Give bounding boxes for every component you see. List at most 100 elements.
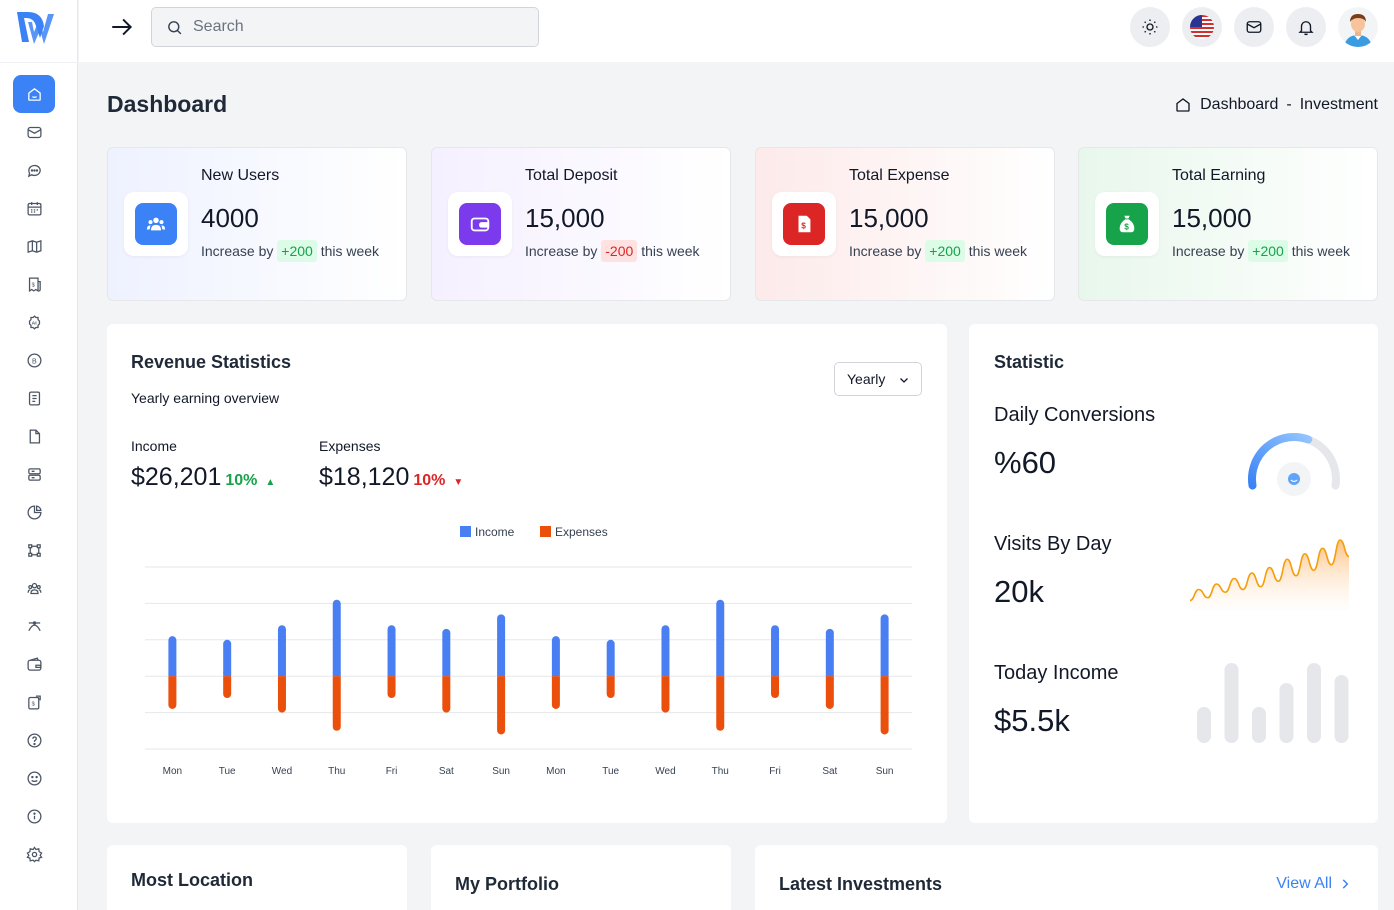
caret-up-icon: ▲ (265, 477, 276, 488)
sidebar-item-smile[interactable] (0, 759, 78, 797)
sidebar-item-calendar[interactable] (0, 189, 78, 227)
smile-mouth (1290, 479, 1298, 483)
legend-swatch (540, 526, 551, 537)
svg-text:AI: AI (31, 320, 37, 326)
search-input[interactable] (193, 18, 513, 36)
revenue-subtitle: Yearly earning overview (131, 390, 280, 406)
bar-expenses (661, 676, 670, 713)
home-icon (1176, 98, 1190, 112)
sidebar: $ AI B $ (0, 0, 78, 910)
sidebar-item-map[interactable] (0, 227, 78, 265)
sidebar-item-file[interactable] (0, 417, 78, 455)
smile-icon (1288, 473, 1300, 485)
sidebar-item-invoice[interactable]: $ (0, 265, 78, 303)
invoice-icon: $ (783, 203, 825, 245)
x-tick-label: Mon (546, 766, 565, 777)
income-percent: 10% (225, 472, 258, 489)
sidebar-item-bezier[interactable] (0, 607, 78, 645)
x-tick-label: Tue (219, 766, 236, 777)
search-icon (168, 20, 182, 34)
sidebar-toggle-button[interactable] (107, 12, 137, 42)
stat-title: Total Earning (1172, 167, 1266, 184)
bar-base (387, 676, 396, 681)
bar-base (387, 672, 396, 677)
messages-button[interactable] (1234, 7, 1274, 47)
breadcrumb-item-investment: Investment (1299, 96, 1378, 113)
bar-expenses (880, 676, 889, 735)
stat-card-total-earning: $ Total Earning 15,000 Increase by +200 … (1078, 147, 1378, 301)
stat-icon-box (124, 192, 188, 256)
latest-investments-card: Latest Investments View All (755, 845, 1378, 910)
users-icon (135, 203, 177, 245)
bar-base (716, 676, 725, 681)
brand-logo[interactable] (14, 8, 56, 48)
bar-income (825, 628, 834, 677)
sidebar-item-exchange[interactable]: $ (0, 683, 78, 721)
bar-base (332, 676, 341, 681)
income-kpi: Income $26,201 10% ▲ (131, 438, 275, 492)
legend-label: Income (475, 525, 515, 539)
sidebar-item-notes[interactable] (0, 379, 78, 417)
stat-icon-box: $ (1095, 192, 1159, 256)
x-tick-label: Fri (386, 766, 398, 777)
period-select[interactable]: Yearly (834, 362, 922, 396)
x-tick-label: Thu (328, 766, 345, 777)
sidebar-item-server[interactable] (0, 455, 78, 493)
bar-income (880, 614, 889, 677)
notifications-button[interactable] (1286, 7, 1326, 47)
chart-legend: Income Expenses (460, 525, 608, 539)
sidebar-item-users[interactable] (0, 569, 78, 607)
sidebar-item-help[interactable] (0, 721, 78, 759)
bar-income (551, 636, 560, 677)
arrow-right-icon (112, 18, 133, 36)
bar-base (223, 676, 232, 681)
server-icon (13, 455, 55, 493)
breadcrumb-item-dashboard[interactable]: Dashboard (1200, 96, 1279, 113)
x-tick-label: Sat (822, 766, 837, 777)
caret-down-icon: ▼ (453, 477, 464, 488)
sidebar-item-pie-chart[interactable] (0, 493, 78, 531)
bar-expenses (497, 676, 506, 735)
view-all-link[interactable]: View All (1276, 875, 1352, 893)
topbar (79, 0, 1394, 62)
sidebar-item-crop[interactable] (0, 531, 78, 569)
sidebar-item-crypto[interactable]: B (0, 341, 78, 379)
stat-change-badge: +200 (1248, 240, 1288, 262)
bar-income (442, 628, 451, 677)
bar-base (771, 676, 780, 681)
daily-conversions-label: Daily Conversions (994, 404, 1156, 426)
bar-base (825, 676, 834, 681)
user-avatar[interactable] (1338, 7, 1378, 47)
bar-income (771, 625, 780, 677)
svg-text:$: $ (1124, 223, 1129, 232)
expenses-value: $18,120 (319, 463, 410, 491)
conversion-gauge (1248, 433, 1340, 496)
bar-expenses (606, 676, 615, 699)
daily-conversions-value: %60 (994, 445, 1057, 480)
x-tick-label: Mon (163, 766, 182, 777)
latest-investments-title: Latest Investments (779, 874, 943, 894)
gauge-fill (1248, 433, 1313, 490)
bar-income (716, 599, 725, 677)
sidebar-item-mail[interactable] (0, 113, 78, 151)
sidebar-item-info[interactable] (0, 797, 78, 835)
sidebar-divider (0, 62, 78, 63)
stat-value: 15,000 (849, 203, 929, 233)
bar-base (168, 676, 177, 681)
bar-income (277, 625, 286, 677)
revenue-bar-chart: Income Expenses Mon Tue Wed Thu Fri Sat Sun Mon Tu… (145, 525, 912, 777)
stat-icon-box: $ (772, 192, 836, 256)
theme-toggle-button[interactable] (1130, 7, 1170, 47)
sidebar-item-wallet[interactable] (0, 645, 78, 683)
sidebar-item-home[interactable] (0, 75, 78, 113)
sidebar-item-chat[interactable] (0, 151, 78, 189)
x-tick-label: Tue (602, 766, 619, 777)
search-box[interactable] (151, 7, 539, 47)
expenses-percent: 10% (413, 472, 446, 489)
language-button[interactable] (1182, 7, 1222, 47)
avatar-image (1338, 7, 1378, 47)
wallet-icon (13, 645, 55, 683)
sidebar-item-ai[interactable]: AI (0, 303, 78, 341)
sidebar-item-settings[interactable] (0, 835, 78, 873)
stat-note-prefix: Increase by (1172, 243, 1245, 259)
